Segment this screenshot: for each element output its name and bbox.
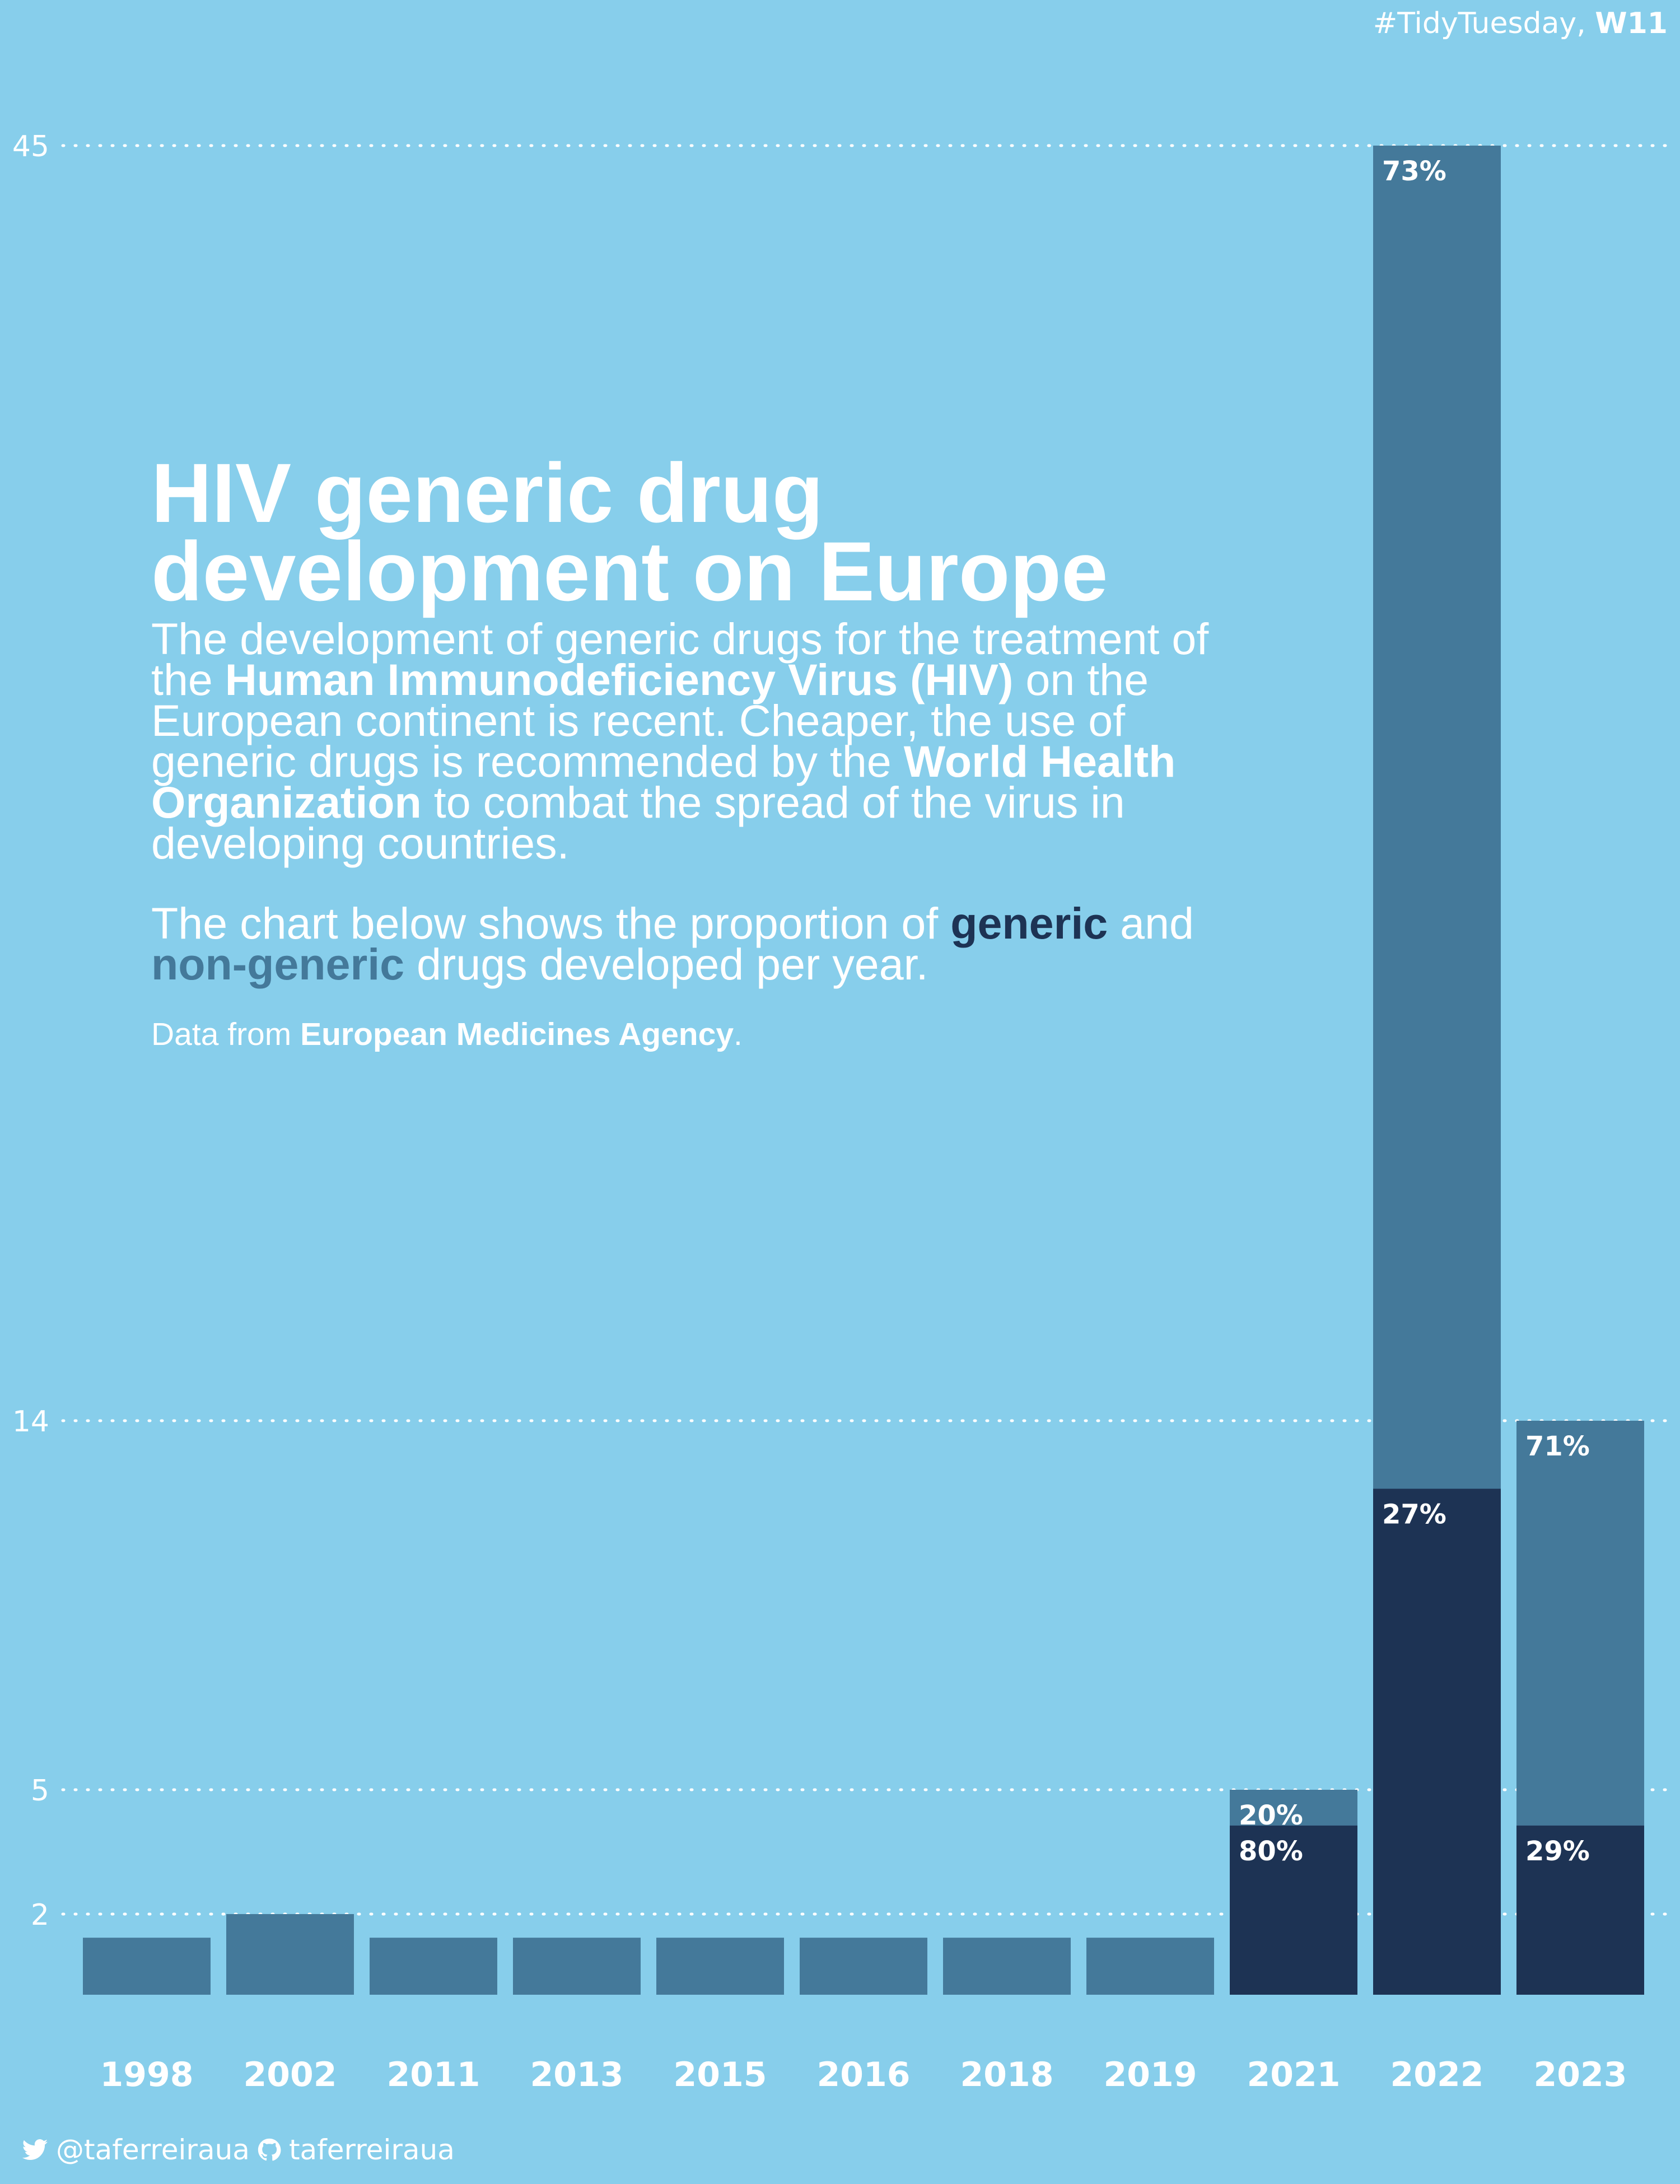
- percent-label: 71%: [1525, 1431, 1590, 1462]
- y-tick-label: 2: [31, 1898, 49, 1932]
- bar-non-generic-2013: [513, 1938, 641, 1995]
- bar-generic-2023: [1516, 1825, 1644, 1995]
- source-suffix: .: [734, 1016, 743, 1052]
- tidytuesday-tag: #TidyTuesday, W11: [1373, 7, 1668, 40]
- desc-text-3: to combat the spread of the virus in dev…: [151, 777, 1125, 868]
- bars: [83, 146, 1644, 1995]
- bar-non-generic-2019: [1086, 1938, 1214, 1995]
- bar-generic-2022: [1373, 1488, 1501, 1995]
- github-icon: [258, 2138, 281, 2161]
- x-tick-label: 2016: [817, 2055, 911, 2094]
- desc-bold-who: World Health Organization: [151, 736, 1176, 827]
- source-prefix: Data from: [151, 1016, 292, 1052]
- x-tick-label: 2019: [1104, 2055, 1197, 2094]
- x-tick-label: 2021: [1247, 2055, 1341, 2094]
- percent-label: 73%: [1382, 156, 1446, 187]
- y-tick-label: 5: [31, 1774, 49, 1808]
- source-name: European Medicines Agency: [300, 1016, 734, 1052]
- description: The development of generic drugs for the…: [151, 617, 1266, 865]
- non-generic-legend-word: non-generic: [151, 939, 405, 989]
- x-tick-label: 2022: [1390, 2055, 1484, 2094]
- bar-non-generic-1998: [83, 1938, 211, 1995]
- chart-desc-text-1: The chart below shows the proportion of: [151, 898, 939, 948]
- desc-text-1: The development of generic drugs for the…: [151, 614, 1209, 704]
- y-tick-label: 14: [12, 1405, 49, 1439]
- twitter-icon: [22, 2139, 48, 2160]
- chart-description: The chart below shows the proportion of …: [151, 901, 1266, 986]
- data-labels: 20% 80% 73% 27% 71% 29%: [1239, 156, 1590, 1867]
- percent-label: 80%: [1239, 1836, 1303, 1867]
- chart-desc-and: and: [1120, 898, 1194, 948]
- axes: 2 5 14 45 1998 2002 2011 2013 2015 2016 2018 2019 20…: [12, 130, 1627, 2094]
- y-tick-label: 45: [12, 130, 49, 164]
- bar-non-generic-2018: [943, 1938, 1071, 1995]
- bar-generic-2021: [1230, 1825, 1357, 1995]
- bar-non-generic-2022: [1373, 146, 1501, 1489]
- bar-non-generic-2015: [656, 1938, 784, 1995]
- desc-bold-hiv: Human Immunodeficiency Virus (HIV): [225, 655, 1014, 704]
- bar-non-generic-2011: [370, 1938, 497, 1995]
- intro-block: HIV generic drug development on Europe T…: [151, 446, 1266, 1053]
- percent-label: 27%: [1382, 1499, 1446, 1530]
- bar-non-generic-2002: [226, 1914, 354, 1995]
- week-text: W11: [1595, 7, 1668, 40]
- x-tick-label: 1998: [100, 2055, 194, 2094]
- bar-non-generic-2021: [1230, 1790, 1357, 1826]
- percent-label: 29%: [1525, 1836, 1590, 1867]
- generic-legend-word: generic: [950, 898, 1108, 948]
- x-tick-label: 2002: [244, 2055, 337, 2094]
- x-tick-label: 2011: [387, 2055, 480, 2094]
- x-tick-label: 2018: [960, 2055, 1054, 2094]
- data-source: Data from European Medicines Agency.: [151, 1016, 1266, 1053]
- x-tick-label: 2015: [674, 2055, 767, 2094]
- chart-desc-text-2: drugs developed per year.: [417, 939, 928, 989]
- hashtag-text: #TidyTuesday,: [1373, 7, 1586, 40]
- footer: @taferreiraua taferreiraua: [22, 2134, 455, 2166]
- desc-text-2: on the European continent is recent. Che…: [151, 655, 1149, 786]
- x-tick-label: 2023: [1534, 2055, 1627, 2094]
- twitter-handle: @taferreiraua: [56, 2134, 250, 2166]
- bar-non-generic-2016: [800, 1938, 927, 1995]
- percent-label: 20%: [1239, 1800, 1303, 1831]
- bar-non-generic-2023: [1516, 1421, 1644, 1826]
- page-title: HIV generic drug development on Europe: [151, 446, 1108, 618]
- x-tick-label: 2013: [530, 2055, 624, 2094]
- github-handle: taferreiraua: [288, 2134, 455, 2166]
